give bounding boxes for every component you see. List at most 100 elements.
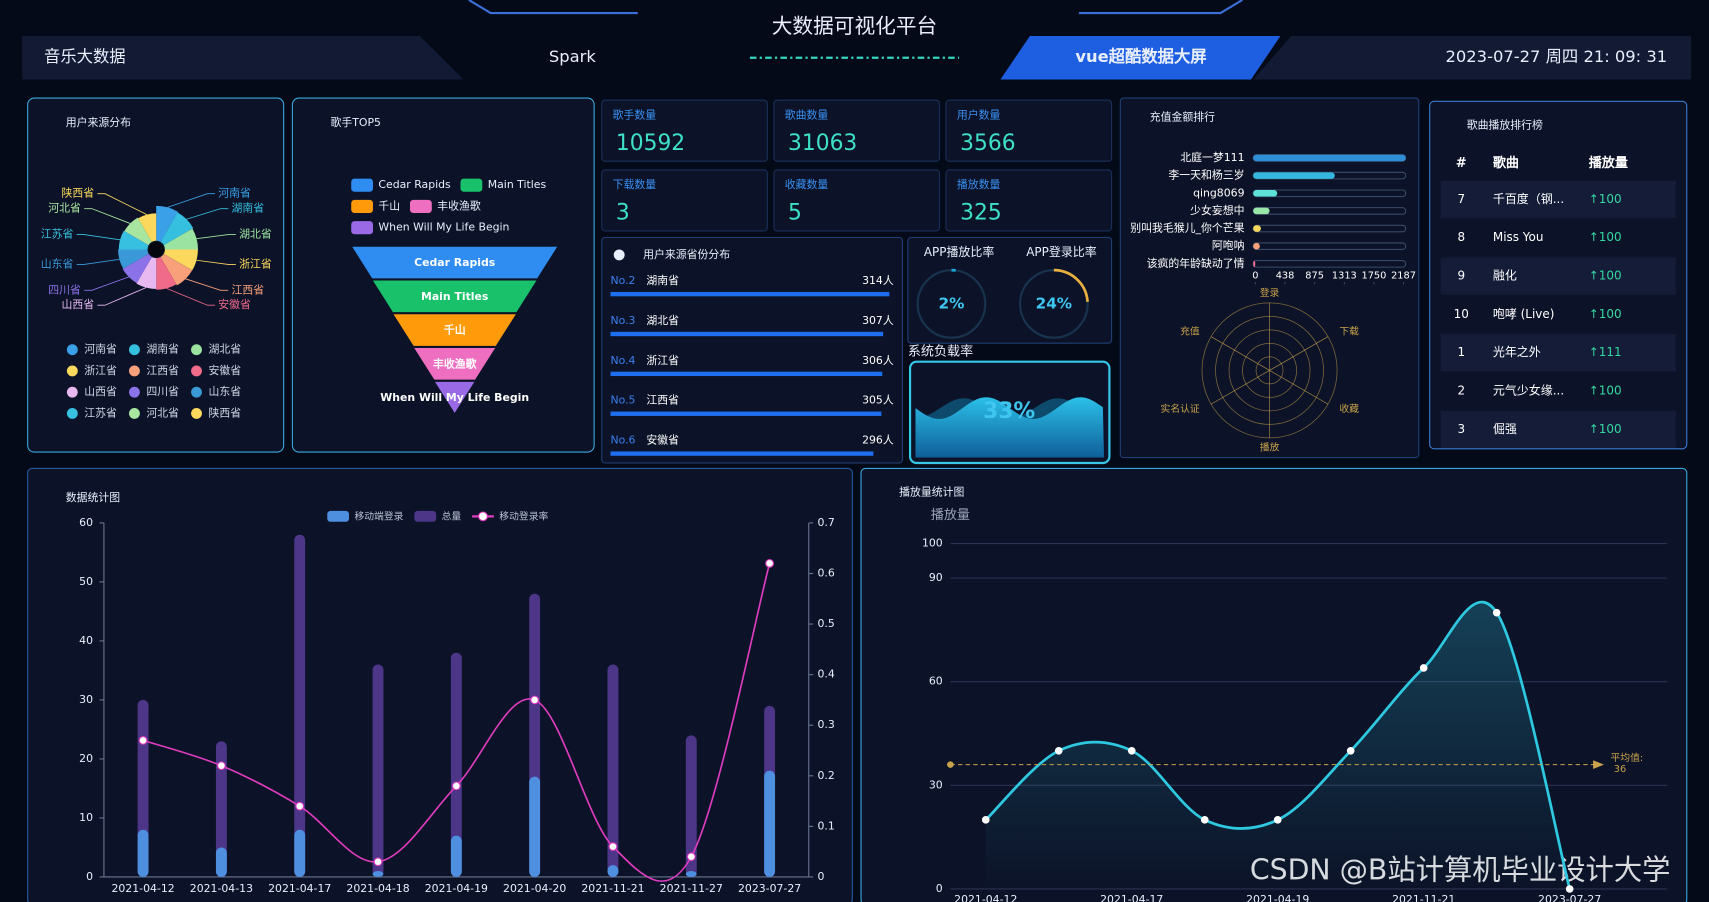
bar	[607, 865, 619, 877]
bar	[450, 835, 462, 877]
legend-swatch	[128, 386, 140, 398]
legend-label: 总量	[442, 509, 462, 522]
slice-label: 湖北省	[239, 228, 272, 241]
x-tick-label: 2021-04-17	[268, 882, 331, 895]
bar	[215, 847, 227, 877]
legend-label: 山东省	[209, 385, 242, 398]
value-label: 296人	[862, 434, 894, 447]
legend-label: Main Titles	[488, 178, 547, 191]
gauge-title: APP登录比率	[1026, 244, 1097, 259]
legend-label: 江西省	[146, 364, 179, 377]
line-point	[1419, 664, 1428, 672]
line-point	[1127, 746, 1136, 755]
legend-label: 湖北省	[209, 343, 242, 356]
nav-bar	[1253, 35, 1692, 80]
leader-line	[84, 208, 131, 224]
rose-slice	[118, 249, 149, 269]
rose-slice	[160, 253, 193, 286]
y-tick-label: 60	[79, 516, 93, 529]
stat-card	[601, 99, 768, 162]
chart-title: 播放量统计图	[899, 484, 964, 498]
y-tick-label: 30	[79, 693, 93, 706]
table-cell: 8	[1457, 230, 1465, 244]
y2-tick-label: 0.2	[817, 769, 834, 782]
bar	[685, 871, 697, 877]
x-tick-label: 2021-11-27	[660, 882, 723, 895]
rose-slice	[163, 228, 199, 250]
slice-label: 陕西省	[62, 186, 95, 200]
legend-label: 河北省	[146, 406, 179, 419]
line-point	[1565, 885, 1574, 893]
table-cell: 2	[1457, 384, 1465, 398]
y-tick-label: 30	[929, 778, 943, 791]
header: 大数据可视化平台 音乐大数据 Spark vue超酷数据大屏 2023-07-2…	[22, 0, 1692, 80]
leader-line	[76, 258, 120, 265]
radar-indicator: 实名认证	[1161, 402, 1200, 415]
nav-item-active[interactable]: vue超酷数据大屏	[1075, 47, 1206, 66]
x-tick-label: 2021-04-19	[425, 882, 488, 895]
table-cell: 倔强	[1493, 421, 1517, 436]
rank-label: No.6	[610, 434, 635, 447]
bar	[1253, 207, 1270, 215]
table-cell: ↑100	[1589, 384, 1622, 398]
value-label: 306人	[862, 354, 894, 367]
category-label: 北庭一梦111	[1180, 150, 1244, 164]
table-cell: 1	[1457, 345, 1465, 359]
chart-title: 用户来源省份分布	[643, 247, 730, 261]
rose-slice	[124, 217, 152, 246]
chart-title: 歌手TOP5	[331, 115, 381, 129]
x-tick-label: 438	[1276, 271, 1295, 282]
rose-slice	[138, 213, 157, 242]
slice-label: 湖南省	[231, 202, 264, 215]
y-tick-label: 0	[86, 870, 93, 883]
nav-item[interactable]: 音乐大数据	[44, 47, 126, 66]
y-tick-label: 60	[929, 675, 943, 688]
table-cell: 9	[1457, 269, 1465, 283]
slice-label: 浙江省	[239, 257, 272, 270]
stat-card	[773, 169, 941, 232]
nav-item[interactable]: Spark	[549, 47, 596, 66]
rose-hole	[148, 241, 164, 258]
bar	[607, 664, 619, 877]
nav-active-bg[interactable]	[1000, 35, 1281, 80]
stat-card	[773, 99, 941, 162]
chart-title: 充值金额排行	[1150, 110, 1215, 124]
table-cell: 10	[1454, 307, 1469, 321]
legend-label: 千山	[378, 199, 400, 212]
value-label: 307人	[862, 314, 894, 327]
chart-title: 数据统计图	[66, 490, 120, 504]
leader-line	[84, 276, 129, 291]
x-tick-label: 2021-04-18	[346, 882, 409, 895]
legend-label: 陕西省	[209, 405, 242, 419]
bar	[764, 770, 776, 877]
line-point	[1200, 816, 1209, 824]
funnel-label: 千山	[444, 323, 466, 337]
legend-swatch	[351, 178, 373, 192]
gauge-value: 24%	[1036, 294, 1073, 312]
table-cell: 7	[1457, 192, 1465, 206]
stat-label: 下载数量	[613, 178, 657, 191]
x-tick-label: 2023-07-27	[738, 882, 801, 895]
table-cell: 咆哮 (Live)	[1493, 306, 1555, 321]
table-cell: Miss You	[1493, 230, 1544, 244]
stat-label: 收藏数量	[785, 177, 829, 191]
gauge-value: 2%	[939, 294, 965, 312]
table-cell: 千百度（钢...	[1493, 191, 1564, 206]
bar	[215, 741, 227, 877]
rose-slice	[118, 230, 149, 250]
legend-swatch	[66, 407, 78, 419]
x-tick-label: 2021-11-21	[1392, 893, 1455, 902]
legend-swatch	[66, 365, 78, 377]
stat-label: 播放数量	[957, 177, 1001, 191]
panel	[27, 467, 853, 902]
table-cell: ↑100	[1589, 269, 1622, 283]
category-label: 江西省	[646, 394, 679, 407]
leader-line	[167, 193, 216, 208]
legend-label: 江苏省	[84, 406, 117, 419]
y-tick-label: 100	[922, 537, 943, 550]
stat-card	[945, 99, 1113, 162]
legend-swatch	[66, 386, 78, 398]
bar	[137, 829, 149, 877]
line-point	[765, 559, 774, 568]
